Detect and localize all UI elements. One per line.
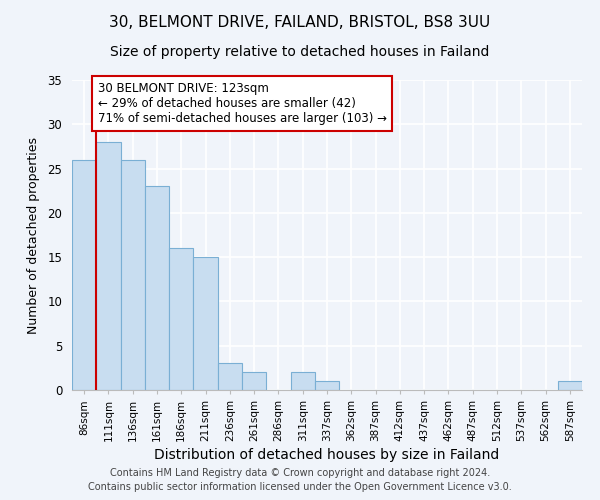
Text: Contains HM Land Registry data © Crown copyright and database right 2024.: Contains HM Land Registry data © Crown c… xyxy=(110,468,490,477)
Bar xyxy=(121,160,145,390)
Bar xyxy=(315,381,339,390)
Bar xyxy=(558,381,582,390)
Bar xyxy=(290,372,315,390)
Bar xyxy=(218,364,242,390)
Text: 30, BELMONT DRIVE, FAILAND, BRISTOL, BS8 3UU: 30, BELMONT DRIVE, FAILAND, BRISTOL, BS8… xyxy=(109,15,491,30)
Bar xyxy=(169,248,193,390)
Text: Contains public sector information licensed under the Open Government Licence v3: Contains public sector information licen… xyxy=(88,482,512,492)
Text: 30 BELMONT DRIVE: 123sqm
← 29% of detached houses are smaller (42)
71% of semi-d: 30 BELMONT DRIVE: 123sqm ← 29% of detach… xyxy=(97,82,386,125)
Bar xyxy=(145,186,169,390)
Y-axis label: Number of detached properties: Number of detached properties xyxy=(28,136,40,334)
X-axis label: Distribution of detached houses by size in Failand: Distribution of detached houses by size … xyxy=(154,448,500,462)
Bar xyxy=(193,257,218,390)
Text: Size of property relative to detached houses in Failand: Size of property relative to detached ho… xyxy=(110,45,490,59)
Bar xyxy=(72,160,96,390)
Bar xyxy=(96,142,121,390)
Bar xyxy=(242,372,266,390)
